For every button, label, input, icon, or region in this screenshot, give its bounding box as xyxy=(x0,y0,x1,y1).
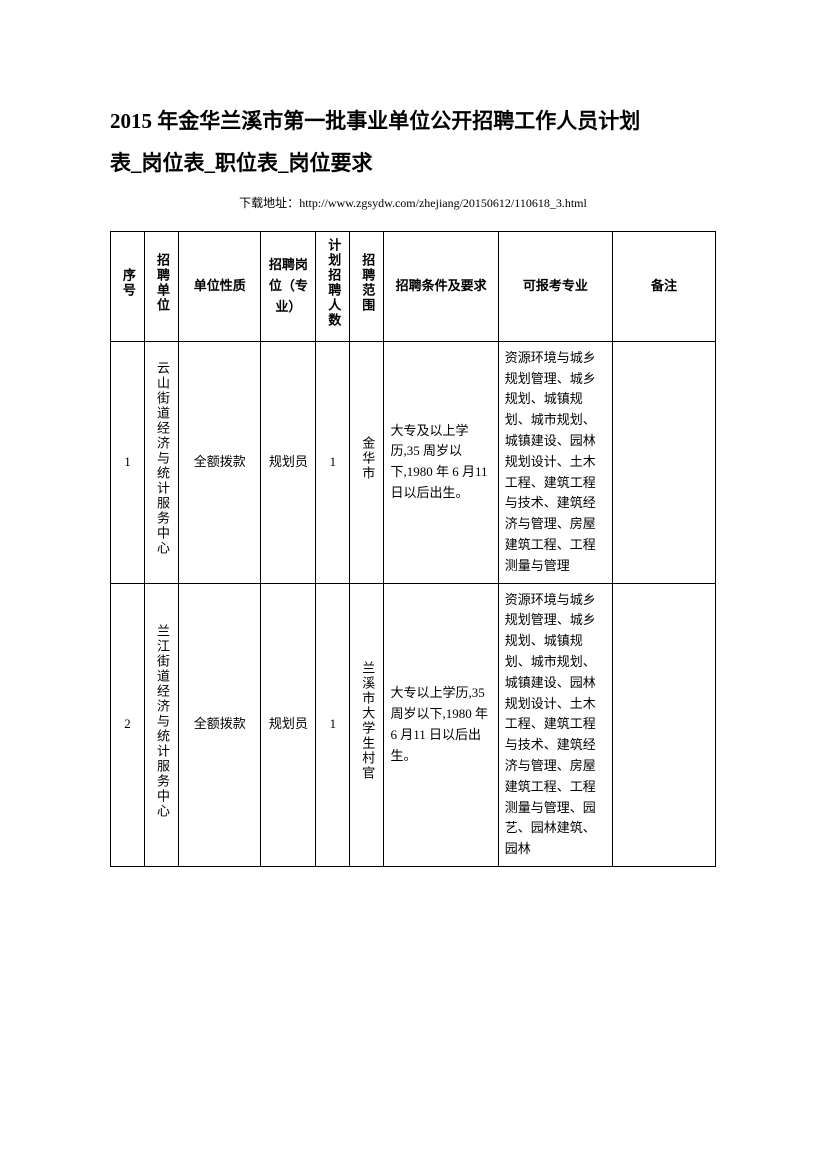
header-unit: 招聘单位 xyxy=(145,232,179,342)
header-scope: 招聘范围 xyxy=(350,232,384,342)
title-line1: 2015 年金华兰溪市第一批事业单位公开招聘工作人员计划 xyxy=(110,109,640,133)
header-seq: 序号 xyxy=(111,232,145,342)
table-header-row: 序号 招聘单位 单位性质 招聘岗位（专业） 计划招聘人数 招聘范围 招聘条件及要… xyxy=(111,232,716,342)
cell-conditions: 大专及以上学历,35 周岁以下,1980 年 6 月11 日以后出生。 xyxy=(384,341,498,583)
title-line2: 表_岗位表_职位表_岗位要求 xyxy=(110,151,373,175)
cell-nature: 全额拨款 xyxy=(179,341,261,583)
cell-seq: 1 xyxy=(111,341,145,583)
cell-conditions: 大专以上学历,35 周岁以下,1980 年 6 月11 日以后出生。 xyxy=(384,583,498,866)
cell-seq: 2 xyxy=(111,583,145,866)
recruitment-table: 序号 招聘单位 单位性质 招聘岗位（专业） 计划招聘人数 招聘范围 招聘条件及要… xyxy=(110,231,716,867)
header-remarks: 备注 xyxy=(613,232,716,342)
cell-unit: 兰江街道经济与统计服务中心 xyxy=(145,583,179,866)
header-nature: 单位性质 xyxy=(179,232,261,342)
cell-majors: 资源环境与城乡规划管理、城乡规划、城镇规划、城市规划、城镇建设、园林规划设计、土… xyxy=(498,583,612,866)
cell-nature: 全额拨款 xyxy=(179,583,261,866)
table-row: 1 云山街道经济与统计服务中心 全额拨款 规划员 1 金华市 大专及以上学历,3… xyxy=(111,341,716,583)
cell-count: 1 xyxy=(316,583,350,866)
header-count: 计划招聘人数 xyxy=(316,232,350,342)
header-conditions: 招聘条件及要求 xyxy=(384,232,498,342)
download-url: http://www.zgsydw.com/zhejiang/20150612/… xyxy=(299,196,587,210)
document-title: 2015 年金华兰溪市第一批事业单位公开招聘工作人员计划 表_岗位表_职位表_岗… xyxy=(110,100,716,184)
cell-unit: 云山街道经济与统计服务中心 xyxy=(145,341,179,583)
cell-majors: 资源环境与城乡规划管理、城乡规划、城镇规划、城市规划、城镇建设、园林规划设计、土… xyxy=(498,341,612,583)
cell-remarks xyxy=(613,341,716,583)
cell-scope: 金华市 xyxy=(350,341,384,583)
cell-count: 1 xyxy=(316,341,350,583)
cell-scope: 兰溪市大学生村官 xyxy=(350,583,384,866)
cell-remarks xyxy=(613,583,716,866)
cell-position: 规划员 xyxy=(261,583,316,866)
download-label: 下载地址： xyxy=(239,196,299,210)
header-position: 招聘岗位（专业） xyxy=(261,232,316,342)
cell-position: 规划员 xyxy=(261,341,316,583)
table-row: 2 兰江街道经济与统计服务中心 全额拨款 规划员 1 兰溪市大学生村官 大专以上… xyxy=(111,583,716,866)
download-link-row: 下载地址：http://www.zgsydw.com/zhejiang/2015… xyxy=(110,194,716,211)
header-majors: 可报考专业 xyxy=(498,232,612,342)
